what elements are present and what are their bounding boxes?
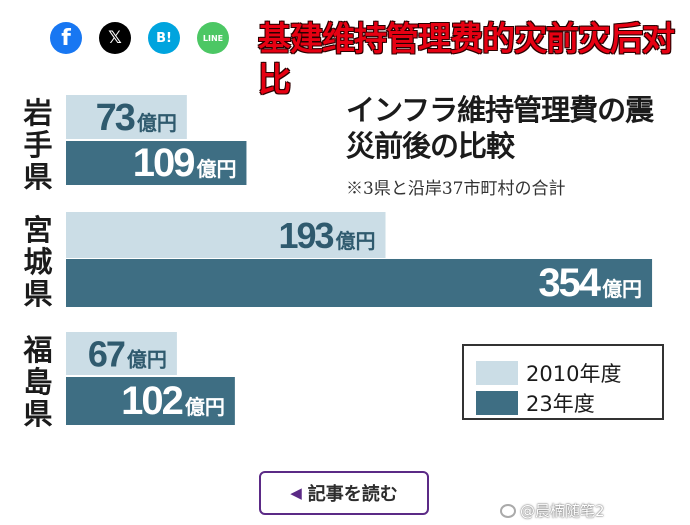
hatena-bookmark-button[interactable]: B! — [148, 22, 180, 54]
legend-item-2010: 2010年度 — [476, 358, 621, 388]
bar-1-0 — [66, 141, 247, 185]
bar-0-0 — [66, 95, 187, 139]
legend-swatch-2023 — [476, 391, 518, 415]
legend-item-2023: 23年度 — [476, 388, 595, 418]
line-share-button[interactable]: LINE — [197, 22, 229, 54]
chevron-left-icon: ◀ — [290, 484, 302, 502]
bar-value-label-1-0: 109 億円 — [133, 141, 237, 185]
watermark-text: @晨楠随笔2 — [520, 502, 605, 520]
bar-0-2 — [66, 332, 177, 375]
chart-title: インフラ維持管理費の震災前後の比較 — [346, 93, 654, 163]
bar-value-label-1-1: 354 億円 — [538, 261, 642, 305]
watermark: @晨楠随笔2 — [500, 500, 605, 521]
category-label-fukushima: 福島県 — [23, 333, 53, 431]
read-article-label: 記事を読む — [307, 484, 398, 505]
read-article-button[interactable]: ◀ 記事を読む — [259, 471, 429, 515]
hatena-bookmark-icon: B! — [156, 30, 172, 46]
overlay-caption: 基建维持管理费的灾前灾后对比 — [258, 19, 675, 99]
share-bar: f 𝕏 B! LINE — [50, 22, 229, 54]
chart-subtitle: ※3県と沿岸37市町村の合計 — [346, 179, 566, 199]
weibo-logo-icon — [500, 503, 516, 518]
x-share-button[interactable]: 𝕏 — [99, 22, 131, 54]
bar-value-label-1-2: 102 億円 — [121, 379, 225, 423]
legend-label-2023: 23年度 — [526, 392, 595, 416]
legend: 2010年度 23年度 — [462, 344, 664, 420]
category-label-miyagi: 宮城県 — [23, 213, 53, 311]
facebook-icon: f — [61, 25, 71, 51]
facebook-share-button[interactable]: f — [50, 22, 82, 54]
legend-label-2010: 2010年度 — [526, 362, 622, 386]
legend-swatch-2010 — [476, 361, 518, 385]
bar-value-label-0-2: 67 億円 — [88, 334, 167, 375]
line-icon: LINE — [202, 33, 224, 43]
bar-1-1 — [66, 259, 653, 307]
bar-0-1 — [66, 212, 386, 258]
bar-1-2 — [66, 377, 235, 425]
category-label-iwate: 岩手県 — [23, 96, 53, 194]
bar-value-label-0-0: 73 億円 — [96, 97, 177, 139]
bar-value-label-0-1: 193 億円 — [278, 215, 375, 256]
x-icon: 𝕏 — [108, 28, 122, 48]
